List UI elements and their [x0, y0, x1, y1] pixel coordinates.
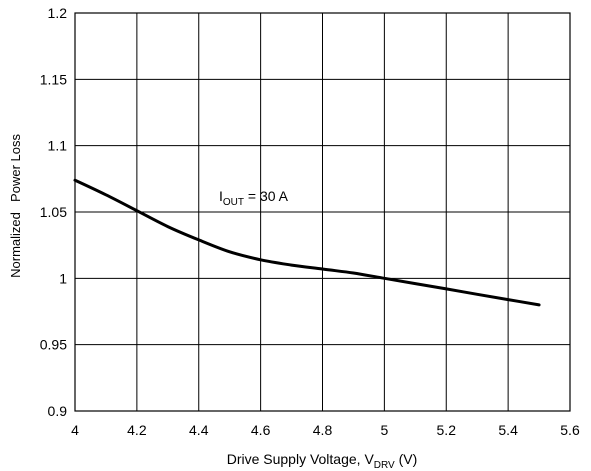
y-tick-label: 1.2 [48, 5, 68, 21]
y-tick-label: 1 [59, 270, 67, 286]
y-tick-labels: 0.9 0.95 1 1.05 1.1 1.15 1.2 [40, 5, 67, 419]
y-tick-label: 0.9 [48, 403, 68, 419]
x-axis-label: Drive Supply Voltage, VDRV (V) [227, 451, 418, 471]
y-tick-label: 1.05 [40, 204, 67, 220]
plot-frame [74, 12, 571, 412]
y-tick-label: 0.95 [40, 337, 67, 353]
x-tick-label: 5 [380, 422, 388, 438]
x-tick-label: 4.6 [251, 422, 271, 438]
series-line [73, 178, 541, 307]
annotation-iout: IOUT = 30 A [219, 188, 289, 208]
y-tick-label: 1.1 [48, 138, 68, 154]
y-axis-label-normalized: Normalized [8, 212, 23, 278]
y-axis-label-power-loss: Power Loss [8, 134, 23, 202]
y-tick-label: 1.15 [40, 71, 67, 87]
x-tick-label: 4 [71, 422, 79, 438]
x-tick-label: 5.4 [498, 422, 518, 438]
x-tick-label: 4.4 [189, 422, 209, 438]
x-tick-label: 4.8 [313, 422, 333, 438]
x-tick-labels: 4 4.2 4.4 4.6 4.8 5 5.2 5.4 5.6 [71, 422, 580, 438]
x-tick-label: 4.2 [127, 422, 147, 438]
x-tick-label: 5.6 [560, 422, 580, 438]
grid [74, 12, 571, 412]
x-tick-label: 5.2 [437, 422, 457, 438]
